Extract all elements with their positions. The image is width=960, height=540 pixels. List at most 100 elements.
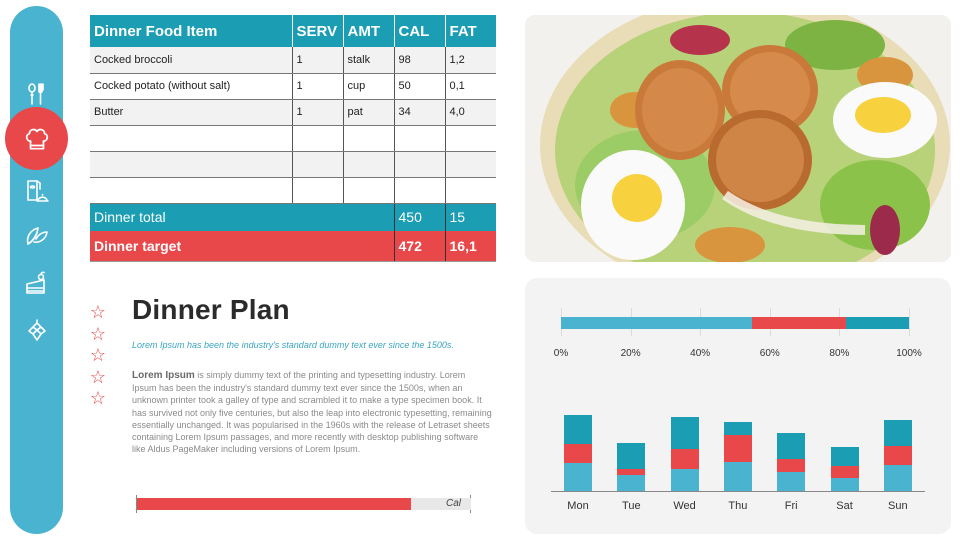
x-category-label: Sun: [888, 500, 908, 512]
stacked-bar-sat[interactable]: [830, 447, 859, 491]
table-header-row: Dinner Food Item SERV AMT CAL FAT: [90, 15, 496, 47]
bar-segment: [617, 475, 646, 491]
gridline: [909, 308, 910, 336]
cell-serv[interactable]: [292, 125, 344, 152]
x-category-label: Mon: [567, 500, 589, 512]
cell-serv[interactable]: 1: [292, 73, 344, 100]
stacked-bar-tue[interactable]: [617, 443, 646, 491]
page-title: Dinner Plan: [132, 294, 290, 325]
chef-hat-icon: [25, 128, 48, 150]
target-label: Dinner target: [90, 231, 395, 262]
x-tick-label: 20%: [620, 348, 641, 359]
bar-segment: [777, 472, 806, 491]
cell-fat[interactable]: [445, 125, 496, 152]
cell-cal[interactable]: [394, 125, 446, 152]
x-category-label: Fri: [784, 500, 798, 512]
table-row: Cocked broccoli 1 stalk 98 1,2: [90, 47, 496, 74]
cell-fat[interactable]: [445, 177, 496, 204]
bar-segment: [564, 444, 592, 463]
cal-progress-bar: Cal: [136, 495, 471, 513]
cell-food-item[interactable]: [90, 125, 293, 152]
bar-segment: [670, 449, 699, 469]
cal-progress-fill: [137, 498, 411, 510]
cell-cal[interactable]: 34: [394, 99, 446, 126]
table-row-empty: [90, 151, 496, 178]
bar-segment: [830, 478, 859, 491]
cell-food-item[interactable]: Cocked broccoli: [90, 47, 293, 74]
bar-segment: [723, 422, 752, 435]
cell-fat[interactable]: 1,2: [445, 47, 496, 74]
x-tick-label: 60%: [759, 348, 780, 359]
cell-cal[interactable]: [394, 151, 446, 178]
cell-serv[interactable]: [292, 151, 344, 178]
x-tick-label: 40%: [690, 348, 711, 359]
table-row-empty: [90, 125, 496, 152]
bar-segment[interactable]: [752, 317, 847, 329]
cell-cal[interactable]: 98: [394, 47, 446, 74]
star-icon[interactable]: ☆: [89, 366, 107, 387]
x-tick-label: 0%: [553, 348, 569, 359]
cell-amt[interactable]: [343, 177, 395, 204]
target-fat: 16,1: [445, 231, 496, 262]
plan-subtitle: Lorem Ipsum has been the industry's stan…: [132, 340, 454, 350]
header-serv: SERV: [292, 15, 344, 47]
star-icon[interactable]: ☆: [89, 302, 107, 322]
stacked-bar-wed[interactable]: [670, 417, 699, 491]
sidebar-item-hops[interactable]: [10, 316, 63, 346]
sidebar-item-desserts[interactable]: [10, 269, 63, 299]
cell-food-item[interactable]: [90, 177, 293, 204]
cal-progress-track: Cal: [137, 498, 471, 510]
sidebar-item-vegan[interactable]: [10, 220, 63, 250]
x-category-label: Thu: [728, 500, 748, 512]
sidebar-item-cutlery[interactable]: [10, 79, 63, 109]
hops-icon: [27, 319, 46, 341]
stacked-bar-sun[interactable]: [883, 420, 912, 491]
cell-fat[interactable]: 4,0: [445, 99, 496, 126]
bar-segment[interactable]: [561, 317, 753, 329]
rating-stars: ☆ ☆ ☆ ☆ ☆: [89, 302, 107, 410]
cell-serv[interactable]: 1: [292, 47, 344, 74]
sidebar-nav: [10, 6, 63, 534]
header-amt: AMT: [343, 15, 395, 47]
sidebar-item-menu[interactable]: [10, 176, 63, 206]
cell-serv[interactable]: 1: [292, 99, 344, 126]
stacked-bar-mon[interactable]: [564, 415, 592, 491]
cell-amt[interactable]: stalk: [343, 47, 395, 74]
dinner-total-row: Dinner total 450 15: [90, 203, 496, 231]
x-category-label: Sat: [836, 500, 853, 512]
header-food-item: Dinner Food Item: [90, 15, 293, 47]
x-category-label: Tue: [622, 500, 641, 512]
total-fat: 15: [445, 203, 496, 231]
cal-label: Cal: [445, 498, 461, 509]
cell-food-item[interactable]: [90, 151, 293, 178]
stacked-bar-fri[interactable]: [777, 433, 806, 491]
target-cal: 472: [394, 231, 446, 262]
cell-serv[interactable]: [292, 177, 344, 204]
star-icon[interactable]: ☆: [89, 345, 107, 365]
cell-food-item[interactable]: Butter: [90, 99, 293, 126]
cell-cal[interactable]: [394, 177, 446, 204]
cell-amt[interactable]: [343, 125, 395, 152]
cell-fat[interactable]: 0,1: [445, 73, 496, 100]
bar-segment: [830, 466, 859, 478]
bar-segment[interactable]: [846, 317, 909, 329]
cell-fat[interactable]: [445, 151, 496, 178]
cell-amt[interactable]: [343, 151, 395, 178]
body-lead: Lorem Ipsum: [132, 370, 195, 381]
stacked-bar-thu[interactable]: [723, 422, 752, 491]
cell-amt[interactable]: cup: [343, 73, 395, 100]
star-icon[interactable]: ☆: [89, 323, 107, 344]
bar-segment: [617, 469, 646, 475]
star-icon[interactable]: ☆: [89, 388, 107, 408]
food-photo: [525, 15, 951, 262]
cell-amt[interactable]: pat: [343, 99, 395, 126]
dinner-target-row: Dinner target 472 16,1: [90, 231, 496, 262]
sidebar-item-chef-active[interactable]: [5, 107, 68, 170]
cutlery-icon: [27, 83, 44, 105]
total-label: Dinner total: [90, 203, 395, 231]
x-tick-label: 80%: [829, 348, 850, 359]
cell-food-item[interactable]: Cocked potato (without salt): [90, 73, 293, 100]
body-text: is simply dummy text of the printing and…: [132, 370, 492, 455]
bar-segment: [564, 463, 592, 491]
cell-cal[interactable]: 50: [394, 73, 446, 100]
